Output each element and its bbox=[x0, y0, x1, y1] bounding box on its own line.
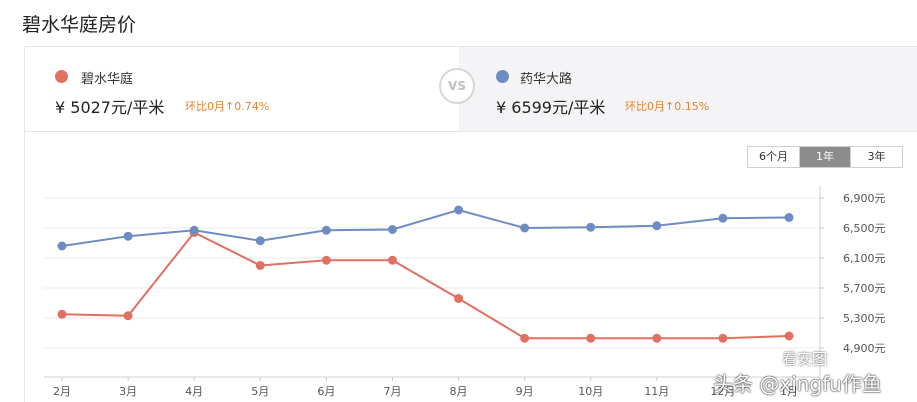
y-tick-label: 6,500元 bbox=[843, 222, 886, 235]
series-2-point bbox=[784, 213, 794, 222]
left-price: ¥ 5027元/平米 bbox=[55, 98, 165, 117]
series-2-point bbox=[586, 222, 596, 232]
series-1-point bbox=[57, 309, 67, 319]
right-price: ¥ 6599元/平米 bbox=[496, 98, 606, 117]
range-1-year-button[interactable]: 1年 bbox=[800, 147, 851, 167]
right-series-dot bbox=[496, 70, 509, 83]
x-tick-label: 2月 bbox=[53, 385, 71, 398]
right-community-name: 药华大路 bbox=[520, 72, 573, 87]
y-tick-label: 4,900元 bbox=[843, 342, 886, 355]
left-series-dot bbox=[55, 70, 68, 83]
x-tick-label: 10月 bbox=[578, 385, 603, 398]
series-2-point bbox=[57, 241, 67, 251]
series-line-1 bbox=[61, 231, 790, 340]
watermark-badge: 看安图 bbox=[782, 350, 828, 368]
y-tick-label: 6,100元 bbox=[843, 252, 886, 265]
series-2-point bbox=[387, 225, 397, 234]
vs-badge: VS bbox=[439, 68, 475, 104]
series-2-point bbox=[520, 223, 530, 233]
y-tick-label: 5,300元 bbox=[843, 312, 886, 325]
x-tick-label: 9月 bbox=[516, 385, 534, 398]
series-2-point bbox=[454, 205, 464, 215]
compare-left-card: 碧水华庭 ¥ 5027元/平米 环比0月↑0.74% bbox=[25, 47, 459, 131]
series-1-point bbox=[321, 255, 331, 265]
right-mom-change: 环比0月↑0.15% bbox=[625, 100, 710, 113]
x-tick-label: 4月 bbox=[185, 385, 203, 398]
compare-right-card: 药华大路 ¥ 6599元/平米 环比0月↑0.15% bbox=[459, 47, 917, 131]
x-tick-label: 5月 bbox=[251, 385, 269, 398]
range-6-months-button[interactable]: 6个月 bbox=[748, 147, 800, 167]
y-tick-label: 6,900元 bbox=[843, 192, 886, 205]
left-community-name: 碧水华庭 bbox=[81, 72, 134, 87]
page-title: 碧水华庭房价 bbox=[22, 14, 137, 36]
series-1-point bbox=[520, 333, 530, 343]
series-1-point bbox=[652, 333, 662, 343]
x-tick-label: 7月 bbox=[383, 385, 401, 398]
x-tick-label: 12月 bbox=[710, 385, 735, 398]
time-range-selector: 6个月 1年 3年 bbox=[747, 146, 903, 168]
x-tick-label: 3月 bbox=[119, 385, 137, 398]
left-mom-change: 环比0月↑0.74% bbox=[185, 100, 270, 113]
series-2-point bbox=[718, 213, 728, 223]
chart-panel bbox=[24, 132, 917, 402]
series-2-point bbox=[255, 236, 265, 246]
range-3-year-button[interactable]: 3年 bbox=[851, 147, 902, 167]
series-2-point bbox=[652, 221, 662, 231]
series-1-point bbox=[718, 333, 728, 343]
comparison-panel: 碧水华庭 ¥ 5027元/平米 环比0月↑0.74% 药华大路 ¥ 6599元/… bbox=[24, 46, 917, 132]
series-2-point bbox=[321, 225, 331, 235]
series-1-point bbox=[387, 255, 397, 265]
x-tick-label: 11月 bbox=[644, 385, 669, 398]
x-tick-label: 1月 bbox=[780, 385, 798, 398]
series-1-point bbox=[454, 294, 464, 303]
series-2-point bbox=[189, 225, 199, 235]
x-tick-label: 8月 bbox=[450, 385, 468, 398]
series-1-point bbox=[784, 331, 794, 341]
series-line-2 bbox=[61, 208, 790, 247]
series-1-point bbox=[586, 333, 596, 343]
series-2-point bbox=[123, 231, 133, 241]
x-tick-label: 6月 bbox=[317, 385, 335, 398]
series-1-point bbox=[255, 261, 265, 270]
y-tick-label: 5,700元 bbox=[843, 282, 886, 295]
series-1-point bbox=[123, 311, 133, 321]
watermark-text: 头条 @xingfu作鱼 bbox=[713, 372, 882, 396]
